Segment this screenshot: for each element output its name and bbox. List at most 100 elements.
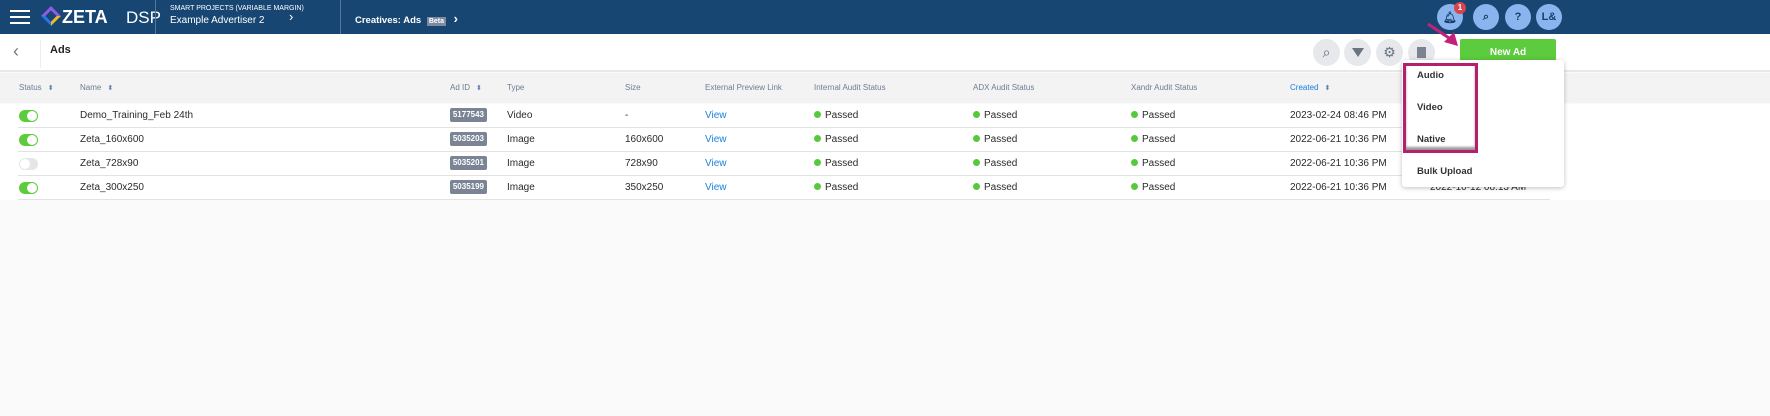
chevron-right-icon: › xyxy=(289,9,294,24)
preview-link[interactable]: View xyxy=(705,110,727,121)
column-type: Type xyxy=(507,83,525,92)
adx-audit-status: Passed xyxy=(973,110,1017,121)
global-search-button[interactable]: ⌕ xyxy=(1473,4,1499,30)
column-adx-audit: ADX Audit Status xyxy=(973,83,1035,92)
status-toggle[interactable] xyxy=(19,182,38,194)
xandr-audit-status: Passed xyxy=(1131,182,1175,193)
status-dot xyxy=(814,183,821,190)
ad-name[interactable]: Zeta_728x90 xyxy=(80,158,139,169)
filter-button[interactable] xyxy=(1344,39,1371,66)
status-dot xyxy=(1131,135,1138,142)
created-date: 2022-06-21 10:36 PM xyxy=(1290,182,1387,193)
ad-id-badge: 5035199 xyxy=(449,180,487,194)
search-icon: ⌕ xyxy=(1322,44,1331,60)
status-dot xyxy=(973,111,980,118)
sort-icon: ⬍ xyxy=(47,85,54,92)
status-toggle[interactable] xyxy=(19,110,38,122)
sort-icon: ⬍ xyxy=(476,85,482,92)
menu-item-native[interactable]: Native xyxy=(1417,134,1446,145)
top-nav: ZETA DSP SMART PROJECTS (VARIABLE MARGIN… xyxy=(0,0,1770,34)
status-dot xyxy=(973,183,980,190)
preview-link[interactable]: View xyxy=(705,182,727,193)
column-created[interactable]: Created ⬍ xyxy=(1290,83,1331,92)
new-ad-dropdown: Audio Video Native Bulk Upload xyxy=(1402,60,1564,187)
sort-icon: ⬍ xyxy=(1324,85,1331,92)
column-external-link: External Preview Link xyxy=(705,83,782,92)
sort-icon: ⬍ xyxy=(107,85,114,92)
ad-id-badge: 5035201 xyxy=(449,156,487,170)
created-date: 2022-06-21 10:36 PM xyxy=(1290,158,1387,169)
ad-type: Image xyxy=(507,182,535,193)
ad-size: 350x250 xyxy=(625,182,664,193)
status-dot xyxy=(973,159,980,166)
xandr-audit-status: Passed xyxy=(1131,110,1175,121)
column-internal-audit: Internal Audit Status xyxy=(814,83,886,92)
column-status[interactable]: Status ⬍ xyxy=(19,83,54,92)
annotation-arrow xyxy=(1427,22,1458,46)
logo-text: ZETA xyxy=(62,7,108,27)
ad-id-badge: 5177543 xyxy=(449,108,487,122)
ad-name[interactable]: Zeta_160x600 xyxy=(80,134,144,145)
zeta-logo-icon xyxy=(41,6,61,26)
ad-size: 160x600 xyxy=(625,134,664,145)
column-name[interactable]: Name ⬍ xyxy=(80,83,114,92)
ad-id-badge: 5035203 xyxy=(449,132,487,146)
search-icon: ⌕ xyxy=(1482,10,1490,23)
ad-size: - xyxy=(625,110,629,121)
status-dot xyxy=(973,135,980,142)
column-size: Size xyxy=(625,83,641,92)
menu-item-video[interactable]: Video xyxy=(1417,102,1443,113)
status-dot xyxy=(814,135,821,142)
logo-suffix: DSP xyxy=(126,8,161,27)
user-avatar[interactable]: L& xyxy=(1536,4,1562,30)
filter-icon xyxy=(1351,48,1364,57)
menu-item-audio[interactable]: Audio xyxy=(1417,70,1444,81)
adx-audit-status: Passed xyxy=(973,134,1017,145)
adx-audit-status: Passed xyxy=(973,158,1017,169)
ad-type: Video xyxy=(507,110,533,121)
notification-badge: 1 xyxy=(1454,2,1466,14)
notifications-button[interactable]: 🔔︎ 1 xyxy=(1437,2,1466,30)
ad-name[interactable]: Demo_Training_Feb 24th xyxy=(80,110,194,121)
internal-audit-status: Passed xyxy=(814,182,858,193)
ad-type: Image xyxy=(507,158,535,169)
chevron-right-icon: › xyxy=(453,11,458,26)
preview-link[interactable]: View xyxy=(705,158,727,169)
settings-button[interactable]: ⚙ xyxy=(1376,39,1403,66)
status-dot xyxy=(1131,111,1138,118)
status-toggle[interactable] xyxy=(19,134,38,146)
status-toggle[interactable] xyxy=(19,158,38,170)
breadcrumb-creatives-label: Creatives: Ads xyxy=(355,15,422,26)
created-date: 2022-06-21 10:36 PM xyxy=(1290,134,1387,145)
ad-name[interactable]: Zeta_300x250 xyxy=(80,182,144,193)
status-dot xyxy=(1131,183,1138,190)
bell-icon: 🔔︎ xyxy=(1443,11,1457,24)
column-ad-id[interactable]: Ad ID ⬍ xyxy=(450,83,482,92)
internal-audit-status: Passed xyxy=(814,110,858,121)
ad-type: Image xyxy=(507,134,535,145)
column-xandr-audit: Xandr Audit Status xyxy=(1131,83,1198,92)
xandr-audit-status: Passed xyxy=(1131,134,1175,145)
status-dot xyxy=(814,111,821,118)
export-file-icon xyxy=(1417,47,1426,58)
breadcrumb-project: SMART PROJECTS (VARIABLE MARGIN) xyxy=(170,5,304,12)
hamburger-menu-icon[interactable] xyxy=(10,10,30,24)
beta-badge: Beta xyxy=(426,17,447,26)
ad-size: 728x90 xyxy=(625,158,658,169)
breadcrumb-advertiser[interactable]: SMART PROJECTS (VARIABLE MARGIN) Example… xyxy=(170,5,304,26)
search-button[interactable]: ⌕ xyxy=(1313,39,1340,66)
highlight-box xyxy=(1403,63,1478,153)
back-chevron-icon[interactable]: ‹ xyxy=(13,41,19,61)
internal-audit-status: Passed xyxy=(814,158,858,169)
status-dot xyxy=(1131,159,1138,166)
preview-link[interactable]: View xyxy=(705,134,727,145)
help-button[interactable]: ? xyxy=(1505,4,1531,30)
breadcrumb-advertiser-label: Example Advertiser 2 xyxy=(170,15,265,26)
extra-date: 2022-10-12 08:13 AM xyxy=(1430,182,1527,193)
menu-item-bulk-upload[interactable]: Bulk Upload xyxy=(1417,166,1473,177)
adx-audit-status: Passed xyxy=(973,182,1017,193)
breadcrumb-creatives[interactable]: Creatives: Ads Beta › xyxy=(355,11,458,26)
created-date: 2023-02-24 08:46 PM xyxy=(1290,110,1387,121)
xandr-audit-status: Passed xyxy=(1131,158,1175,169)
internal-audit-status: Passed xyxy=(814,134,858,145)
